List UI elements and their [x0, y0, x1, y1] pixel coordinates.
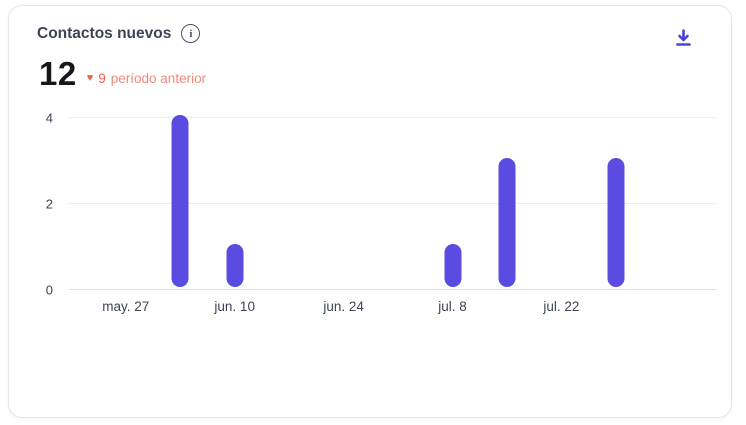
metric-row: 12 ♥ 9 período anterior [9, 55, 731, 93]
chart-plot [69, 105, 717, 290]
y-tick-label: 2 [45, 196, 53, 212]
bar-jul-15[interactable] [498, 157, 516, 287]
heart-icon: ♥ [86, 71, 94, 84]
x-tick-label: jun. 10 [214, 299, 255, 314]
title-wrap: Contactos nuevos i [37, 24, 201, 43]
bar-jun-10[interactable] [226, 243, 244, 287]
download-button[interactable] [672, 26, 695, 49]
metric-delta: ♥ 9 período anterior [87, 71, 206, 86]
chart-y-axis: 0 2 4 [31, 105, 65, 296]
x-tick-label: jul. 8 [438, 299, 467, 314]
y-tick-label: 0 [45, 282, 53, 298]
download-icon [676, 29, 691, 46]
x-tick-label: may. 27 [102, 299, 150, 314]
gridline-2 [69, 202, 717, 204]
contactos-nuevos-card: Contactos nuevos i 12 ♥ 9 período anteri… [8, 5, 732, 418]
bar-chart: 0 2 4 may. 27 jun. 10 jun. 24 jul. 8 jul. 22 [31, 105, 719, 317]
chart-x-axis: may. 27 jun. 10 jun. 24 jul. 8 jul. 22 [69, 295, 717, 317]
delta-value: 9 [98, 70, 106, 86]
bar-jun-3[interactable] [171, 114, 189, 287]
card-header: Contactos nuevos i [9, 6, 731, 49]
y-tick-label: 4 [45, 110, 53, 126]
x-tick-label: jul. 22 [543, 299, 580, 314]
gridline-0 [69, 289, 717, 290]
bar-jul-29[interactable] [607, 157, 625, 287]
gridline-4 [69, 116, 717, 118]
card-title: Contactos nuevos [37, 24, 172, 42]
delta-label: período anterior [110, 70, 207, 86]
metric-value: 12 [39, 55, 77, 92]
bar-jul-8[interactable] [444, 243, 461, 287]
x-tick-label: jun. 24 [323, 299, 364, 314]
info-icon[interactable]: i [181, 24, 201, 43]
